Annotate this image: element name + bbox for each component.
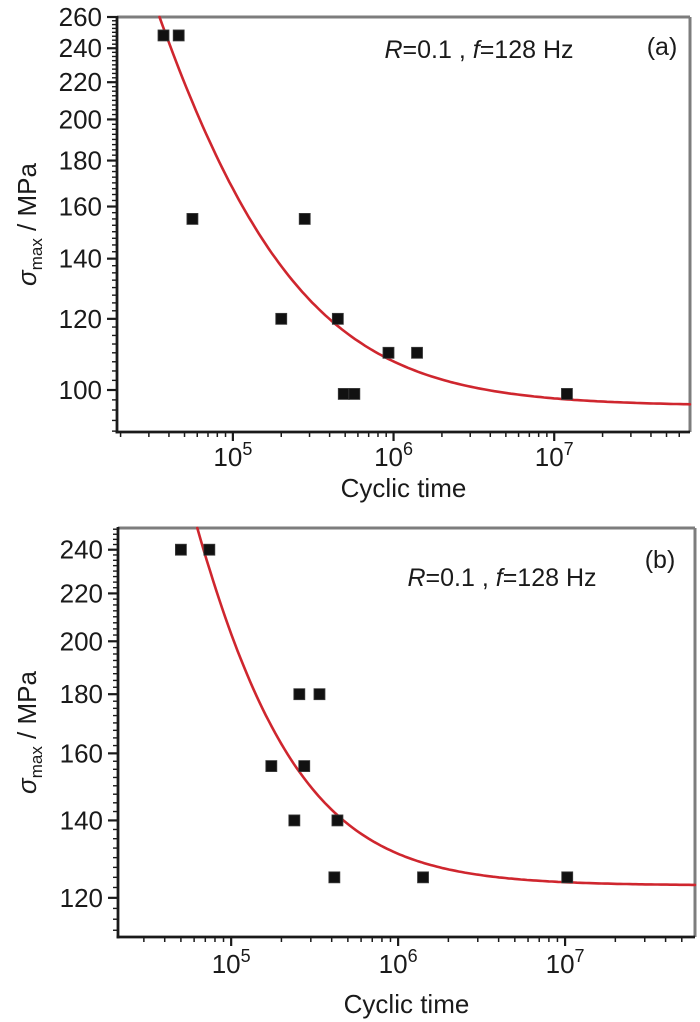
data-point: [328, 871, 341, 884]
data-point: [175, 543, 187, 556]
panel-label: (a): [647, 33, 678, 61]
fit-curve: [196, 526, 697, 887]
x-tick-label: 105: [213, 439, 252, 472]
data-point: [186, 213, 199, 225]
data-point: [348, 388, 361, 400]
y-tick-label: 140: [60, 805, 103, 835]
data-point: [265, 760, 278, 772]
y-tick-label: 200: [59, 104, 102, 134]
data-point: [313, 688, 326, 701]
y-tick-label: 160: [60, 738, 103, 768]
y-tick-label: 240: [59, 33, 102, 63]
x-tick-label: 106: [374, 439, 413, 472]
fit-curve: [158, 15, 692, 406]
test-condition-annotation: R=0.1 , f=128 Hz: [407, 564, 596, 592]
y-tick-label: 120: [60, 883, 103, 913]
x-tick-label: 107: [546, 946, 585, 979]
data-point: [411, 346, 423, 359]
y-tick-label: 220: [59, 67, 102, 97]
y-tick-label: 200: [60, 626, 103, 656]
x-tick-label: 106: [379, 946, 418, 979]
y-tick-label: 120: [59, 304, 102, 334]
data-point: [561, 871, 574, 884]
data-point: [203, 543, 216, 556]
y-tick-label: 220: [60, 578, 103, 608]
data-point: [298, 213, 311, 225]
chart-panel-b: 105 106 107 120 140 160 180 200 220 240 R=0.1 , f=…: [12, 526, 697, 1019]
y-axis-title: σmax / MPa: [12, 670, 46, 793]
y-tick-label: 260: [59, 2, 102, 32]
data-point: [172, 29, 185, 42]
y-tick-label: 160: [59, 192, 102, 222]
data-point: [293, 688, 306, 701]
data-point: [337, 388, 350, 400]
panel-label: (b): [645, 546, 676, 574]
y-tick-label: 100: [59, 375, 102, 405]
data-point: [298, 760, 311, 772]
x-axis-title: Cyclic time: [341, 473, 467, 503]
y-tick-label: 180: [60, 679, 103, 709]
x-axis-title: Cyclic time: [344, 989, 470, 1019]
data-point: [561, 388, 573, 400]
y-axis-title: σmax / MPa: [12, 162, 46, 285]
x-tick-label: 105: [212, 946, 251, 979]
data-point: [331, 312, 344, 325]
data-point: [275, 312, 288, 325]
data-point: [417, 871, 429, 884]
y-tick-label: 180: [59, 146, 102, 176]
data-point: [382, 346, 395, 359]
test-condition-annotation: R=0.1 , f=128 Hz: [384, 36, 573, 64]
x-tick-label: 107: [535, 439, 574, 472]
y-tick-label: 240: [60, 535, 103, 565]
y-tick-label: 140: [59, 244, 102, 274]
data-point: [157, 29, 170, 42]
data-point: [288, 814, 301, 827]
data-point: [331, 814, 344, 827]
